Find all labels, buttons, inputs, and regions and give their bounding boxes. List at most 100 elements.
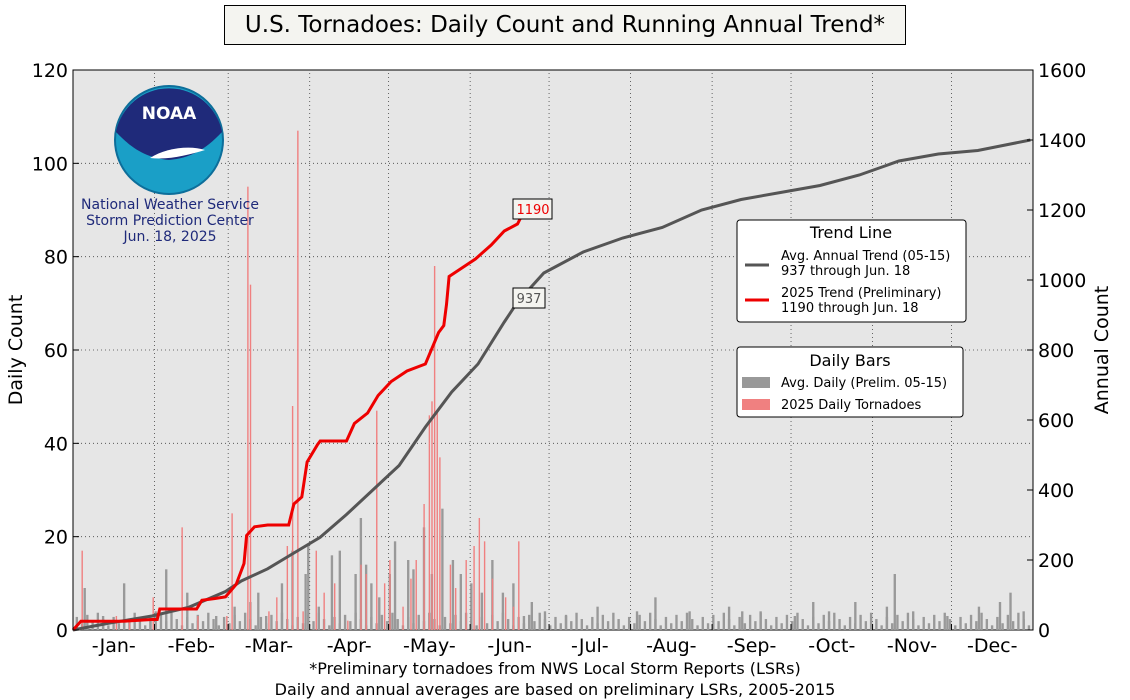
bars-avg-bar xyxy=(451,560,455,630)
bars-2025-bar xyxy=(302,611,304,630)
bars-avg-filler-bar xyxy=(670,623,673,630)
bars-avg-filler-bar xyxy=(622,625,626,630)
bars-avg-filler-bar xyxy=(696,625,699,630)
bars-avg-bar xyxy=(304,574,307,630)
bars-avg-filler-bar xyxy=(1027,625,1031,630)
bars-avg-bar xyxy=(265,616,268,630)
bars-avg-filler-bar xyxy=(959,616,962,630)
bars-avg-bar xyxy=(998,602,1002,630)
bars-avg-filler-bar xyxy=(722,612,726,630)
bars-avg-filler-bar xyxy=(627,616,631,630)
bars-avg-filler-bar xyxy=(706,623,710,630)
bars-avg-filler-bar xyxy=(943,612,946,630)
legend-trend: Trend Line Avg. Annual Trend (05-15) 937… xyxy=(736,219,967,323)
bars-avg-bar xyxy=(280,583,284,630)
bars-avg-filler-bar xyxy=(980,612,983,630)
right-tick-label: 400 xyxy=(1038,480,1074,502)
label-937-box xyxy=(512,287,546,309)
bars-2025-bar xyxy=(433,266,436,630)
bars-avg-filler-bar xyxy=(869,612,873,630)
bars-avg-filler-bar xyxy=(75,616,78,630)
bars-avg-filler-bar xyxy=(191,623,194,630)
bars-avg-bar xyxy=(654,597,657,630)
bars-avg-filler-bar xyxy=(506,619,510,630)
bars-avg-bar xyxy=(827,611,831,630)
bars-avg-filler-bar xyxy=(312,621,315,630)
bars-avg-bar xyxy=(470,583,473,630)
bars-avg-filler-bar xyxy=(680,621,683,630)
bars-avg-filler-bar xyxy=(875,619,878,630)
bars-avg-filler-bar xyxy=(806,625,810,630)
month-tick-label: -Aug- xyxy=(646,635,696,657)
label-1190-box xyxy=(512,198,553,220)
noaa-line3: Jun. 18, 2025 xyxy=(123,229,217,245)
bars-avg-bar xyxy=(530,602,534,630)
bars-avg-filler-bar xyxy=(890,623,894,630)
bars-2025-bar xyxy=(333,583,336,630)
bars-avg-filler-bar xyxy=(238,621,242,630)
avg-annual-trend-line xyxy=(72,138,1031,632)
bars-avg-filler-bar xyxy=(554,616,557,630)
bars-avg-filler-bar xyxy=(380,614,384,630)
noaa-line2: Storm Prediction Center xyxy=(86,213,254,229)
bars-avg-bar xyxy=(759,611,762,630)
bars-2025-bar xyxy=(518,541,520,630)
bars-avg-bar xyxy=(215,616,218,630)
bars-avg-bar xyxy=(893,574,896,630)
bars-avg-bar xyxy=(564,616,568,630)
bars-2025-bar xyxy=(315,550,317,630)
bars-avg-filler-bar xyxy=(638,614,641,630)
bars-avg-filler-bar xyxy=(496,621,499,630)
month-tick-label: -Nov- xyxy=(887,635,937,657)
bars-avg-filler-bar xyxy=(222,616,226,630)
bars-avg-bar xyxy=(885,606,889,630)
bars-avg-filler-bar xyxy=(990,625,994,630)
month-ticks: -Jan- -Feb- -Mar- -Apr- -May- -Jun- -Jul- -Aug-… xyxy=(72,624,1034,657)
bars-avg-bar xyxy=(727,606,731,630)
bars-avg-filler-bar xyxy=(259,616,263,630)
bars-avg-filler-bar xyxy=(349,621,352,630)
bars-avg-filler-bar xyxy=(328,625,331,630)
bars-avg-filler-bar xyxy=(664,616,668,630)
legend-2025-line2: 1190 through Jun. 18 xyxy=(781,301,919,316)
bars-avg-filler-bar xyxy=(601,614,605,630)
bars-avg-filler-bar xyxy=(896,614,899,630)
bars-avg-bar xyxy=(412,569,415,630)
bars-2025-bar xyxy=(415,560,417,630)
bars-2025-bar xyxy=(504,597,507,630)
left-tick-label: 120 xyxy=(32,60,68,82)
bars-avg-filler-bar xyxy=(785,614,789,630)
left-tick-label: 80 xyxy=(44,247,68,269)
bars-avg-filler-bar xyxy=(391,612,394,630)
bars-avg-bar xyxy=(977,606,981,630)
bars-avg-filler-bar xyxy=(175,619,178,630)
bars-avg-filler-bar xyxy=(575,612,578,630)
bars-avg-bar xyxy=(635,611,639,630)
right-tick-label: 1400 xyxy=(1038,130,1086,152)
bars-avg-bar xyxy=(512,583,515,630)
legend-bars-title: Daily Bars xyxy=(809,351,890,370)
bars-avg-bar xyxy=(522,616,526,630)
right-tick-label: 600 xyxy=(1038,410,1074,432)
month-tick-label: -Apr- xyxy=(327,635,372,657)
bars-avg-filler-bar xyxy=(207,612,210,630)
bars-avg-filler-bar xyxy=(533,621,536,630)
bars-avg-filler-bar xyxy=(685,612,689,630)
bars-avg-filler-bar xyxy=(243,612,247,630)
bars-avg-filler-bar xyxy=(769,625,773,630)
bars-2025-bar xyxy=(249,284,252,630)
right-tick-label: 800 xyxy=(1038,340,1074,362)
bars-avg-filler-bar xyxy=(649,612,652,630)
bars-avg-filler-bar xyxy=(822,614,825,630)
bars-2025-bar xyxy=(383,583,386,630)
right-tick-label: 1200 xyxy=(1038,200,1086,222)
bars-avg-filler-bar xyxy=(985,619,989,630)
bars-avg-filler-bar xyxy=(417,614,420,630)
label-1190: 1190 xyxy=(516,203,549,218)
legend-trend-title: Trend Line xyxy=(809,223,892,242)
bars-avg-bar xyxy=(83,588,86,630)
bars-avg-filler-bar xyxy=(612,612,615,630)
noaa-line1: National Weather Service xyxy=(81,197,259,213)
bars-avg-bar xyxy=(688,611,691,630)
